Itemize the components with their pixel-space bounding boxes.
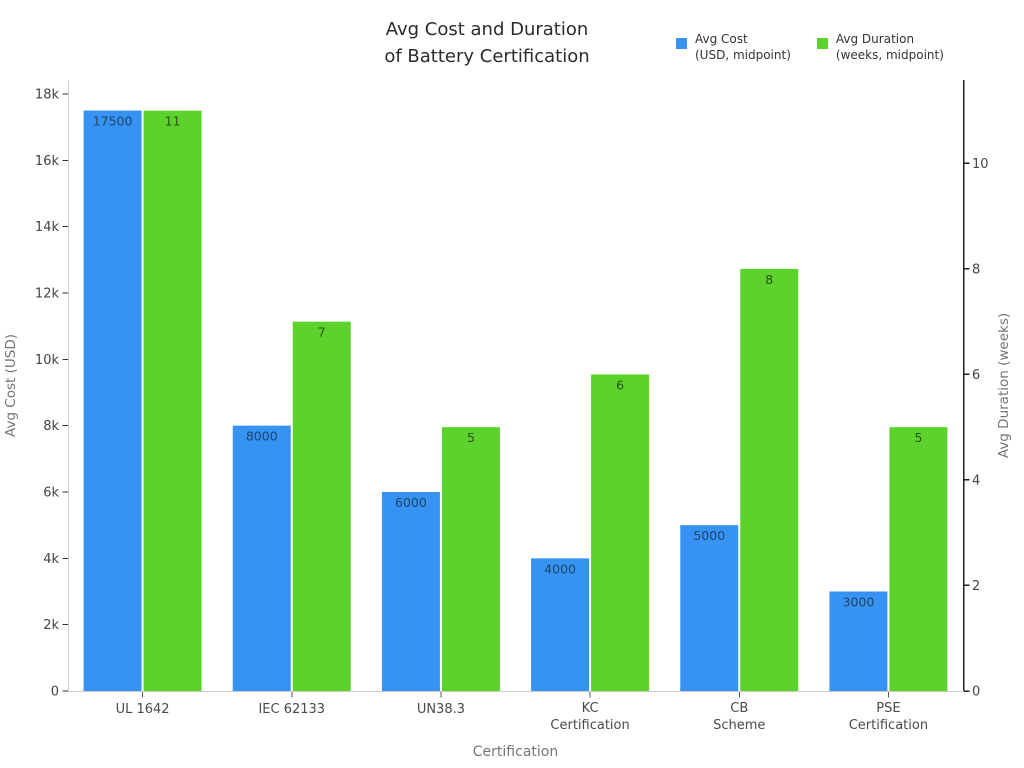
bar-value-label-avg-cost-2: 6000 (395, 495, 427, 510)
bar-avg-cost-2[interactable] (381, 491, 440, 691)
bar-avg-cost-4[interactable] (680, 525, 739, 691)
right-tick-label: 2 (972, 579, 980, 594)
bar-avg-duration-3[interactable] (591, 374, 650, 691)
right-tick-label: 0 (972, 685, 980, 700)
bar-avg-duration-5[interactable] (889, 427, 948, 691)
bar-value-label-avg-duration-4: 8 (765, 272, 773, 287)
bar-avg-duration-2[interactable] (441, 427, 500, 691)
chart-title-line-2: of Battery Certification (384, 46, 590, 67)
right-tick-label: 6 (972, 368, 980, 383)
bar-avg-cost-5[interactable] (829, 591, 888, 691)
left-tick-label: 4k (43, 552, 59, 567)
x-tick-label-4: CB Scheme (713, 701, 765, 733)
x-tick-label-2: UN38.3 (417, 702, 465, 717)
bar-value-label-avg-duration-5: 5 (914, 430, 922, 445)
bar-value-label-avg-duration-3: 6 (616, 377, 624, 392)
legend-swatch-avg-cost (676, 38, 687, 49)
left-tick-label: 2k (43, 618, 59, 633)
legend-label-avg-duration: Avg Duration (weeks, midpoint) (835, 32, 944, 62)
right-tick-label: 10 (972, 157, 989, 172)
chart-title-line-1: Avg Cost and Duration (385, 19, 589, 40)
right-tick-label: 8 (972, 262, 980, 277)
x-tick-label-3: KC Certification (550, 701, 629, 733)
left-tick-label: 16k (35, 154, 60, 169)
right-tick-label: 4 (972, 473, 980, 488)
chart-title: Avg Cost and Duration of Battery Certifi… (187, 16, 787, 70)
left-tick-label: 0 (51, 685, 59, 700)
legend-label-avg-cost: Avg Cost (USD, midpoint) (695, 32, 791, 62)
legend: Avg Cost (USD, midpoint) Avg Duration (w… (676, 31, 944, 63)
left-tick-label: 14k (35, 220, 60, 235)
left-tick-label: 10k (35, 353, 60, 368)
bar-value-label-avg-cost-0: 17500 (93, 114, 133, 129)
left-tick-label: 18k (35, 87, 60, 102)
legend-swatch-avg-duration (816, 38, 828, 49)
bar-value-label-avg-cost-4: 5000 (693, 528, 725, 543)
bar-value-label-avg-duration-2: 5 (467, 430, 475, 445)
x-tick-label-1: IEC 62133 (258, 702, 325, 717)
x-tick-label-0: UL 1642 (116, 702, 170, 717)
bar-avg-cost-3[interactable] (531, 558, 590, 691)
x-axis-title: Certification (473, 744, 558, 760)
right-axis-title: Avg Duration (weeks) (996, 313, 1012, 458)
bar-avg-cost-0[interactable] (83, 110, 142, 691)
bar-value-label-avg-duration-0: 11 (165, 114, 181, 129)
legend-item-avg-duration[interactable]: Avg Duration (weeks, midpoint) (816, 31, 944, 63)
bar-avg-duration-4[interactable] (740, 268, 799, 691)
left-axis-title: Avg Cost (USD) (3, 334, 19, 437)
left-tick-label: 8k (43, 419, 59, 434)
legend-item-avg-cost[interactable]: Avg Cost (USD, midpoint) (676, 31, 791, 63)
bar-value-label-avg-duration-1: 7 (318, 325, 326, 340)
bar-avg-cost-1[interactable] (232, 425, 291, 691)
left-tick-label: 12k (35, 286, 60, 301)
bar-value-label-avg-cost-1: 8000 (246, 429, 278, 444)
left-tick-label: 6k (43, 485, 59, 500)
bar-value-label-avg-cost-5: 3000 (843, 594, 875, 609)
bar-avg-duration-0[interactable] (143, 110, 202, 691)
x-tick-label-5: PSE Certification (849, 701, 928, 733)
bar-value-label-avg-cost-3: 4000 (544, 561, 576, 576)
bar-avg-duration-1[interactable] (292, 321, 351, 691)
